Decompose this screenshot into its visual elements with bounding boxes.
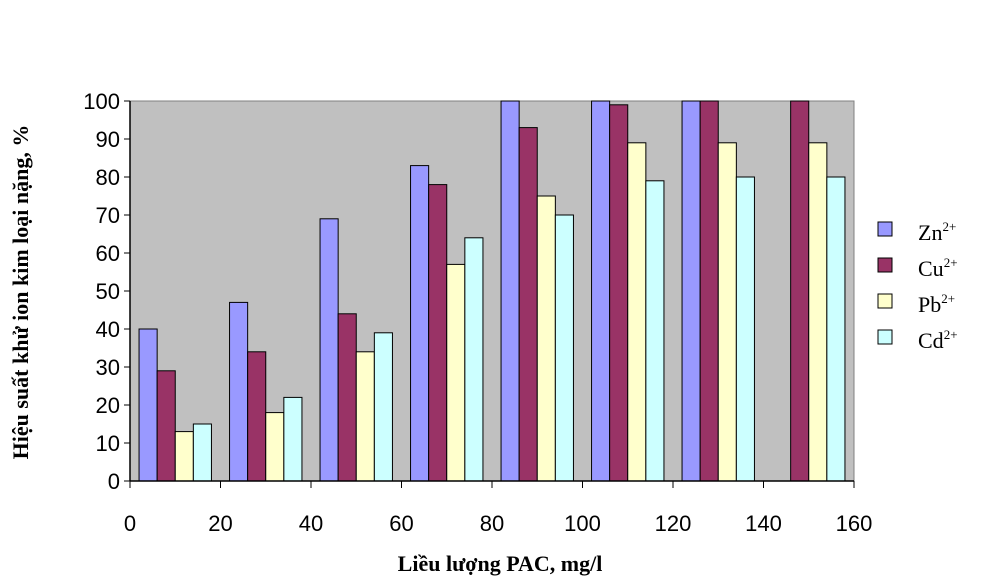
bar-cu-150 bbox=[790, 100, 810, 482]
x-tick-label: 60 bbox=[389, 511, 413, 536]
bar-cu-110 bbox=[609, 104, 629, 482]
bar-cd-150 bbox=[826, 176, 846, 482]
legend-swatch-cu bbox=[877, 257, 893, 273]
bar-zn-10 bbox=[138, 328, 158, 482]
legend: Zn2+ Cu2+ Pb2+ Cd2+ bbox=[877, 219, 958, 353]
bar-cd-70 bbox=[464, 237, 484, 482]
x-tick-label: 0 bbox=[124, 511, 136, 536]
bar-pb-50 bbox=[355, 351, 375, 482]
legend-swatch-zn bbox=[877, 221, 893, 237]
bar-pb-10 bbox=[174, 431, 194, 482]
bar-cd-10 bbox=[192, 423, 212, 482]
legend-label-zn: Zn2+ bbox=[918, 219, 956, 245]
x-tick-label: 100 bbox=[564, 511, 601, 536]
y-tick-label: 30 bbox=[96, 355, 120, 380]
bar-pb-70 bbox=[446, 263, 466, 482]
x-tick-label: 160 bbox=[836, 511, 873, 536]
bar-cd-110 bbox=[645, 180, 665, 482]
x-tick-label: 120 bbox=[655, 511, 692, 536]
bar-pb-130 bbox=[717, 142, 737, 482]
y-tick-label: 20 bbox=[96, 393, 120, 418]
x-ticks-group: 0 20 40 60 80 100 120 140 160 bbox=[124, 481, 872, 536]
x-tick-label: 40 bbox=[299, 511, 323, 536]
legend-label-cd: Cd2+ bbox=[918, 327, 958, 353]
bar-cu-130 bbox=[699, 100, 719, 482]
legend-label-cu: Cu2+ bbox=[918, 255, 958, 281]
bar-zn-110 bbox=[591, 100, 611, 482]
bar-pb-110 bbox=[627, 142, 647, 482]
legend-swatch-pb bbox=[877, 293, 893, 309]
y-ticks-group: 0 10 20 30 40 50 60 70 80 90 100 bbox=[83, 89, 130, 494]
bar-cd-50 bbox=[373, 332, 393, 482]
bar-cd-130 bbox=[735, 176, 755, 482]
bar-zn-50 bbox=[319, 218, 339, 482]
y-tick-label: 80 bbox=[96, 165, 120, 190]
bar-cu-90 bbox=[518, 127, 538, 482]
bar-cu-70 bbox=[428, 184, 448, 482]
bar-zn-90 bbox=[500, 100, 520, 482]
bar-pb-30 bbox=[265, 412, 285, 482]
bar-cu-10 bbox=[156, 370, 176, 482]
bars-group bbox=[138, 100, 846, 482]
y-tick-label: 90 bbox=[96, 127, 120, 152]
y-axis-title: Hiệu suất khử ion kim loại nặng, % bbox=[8, 125, 33, 460]
y-tick-label: 50 bbox=[96, 279, 120, 304]
legend-swatch-cd bbox=[877, 329, 893, 345]
bar-zn-70 bbox=[410, 165, 430, 482]
y-tick-label: 100 bbox=[83, 89, 120, 114]
x-tick-label: 140 bbox=[745, 511, 782, 536]
y-tick-label: 40 bbox=[96, 317, 120, 342]
bar-pb-90 bbox=[536, 195, 556, 482]
x-axis-title: Liều lượng PAC, mg/l bbox=[398, 551, 603, 576]
bar-cu-50 bbox=[337, 313, 357, 482]
bar-cu-30 bbox=[247, 351, 267, 482]
bar-cd-90 bbox=[554, 214, 574, 482]
y-tick-label: 70 bbox=[96, 203, 120, 228]
y-tick-label: 0 bbox=[108, 469, 120, 494]
bar-cd-30 bbox=[283, 396, 303, 482]
y-tick-label: 10 bbox=[96, 431, 120, 456]
x-tick-label: 80 bbox=[480, 511, 504, 536]
bar-pb-150 bbox=[808, 142, 828, 482]
y-tick-label: 60 bbox=[96, 241, 120, 266]
x-tick-label: 20 bbox=[208, 511, 232, 536]
bar-zn-30 bbox=[229, 301, 249, 482]
bar-zn-130 bbox=[681, 100, 701, 482]
legend-label-pb: Pb2+ bbox=[918, 291, 955, 317]
